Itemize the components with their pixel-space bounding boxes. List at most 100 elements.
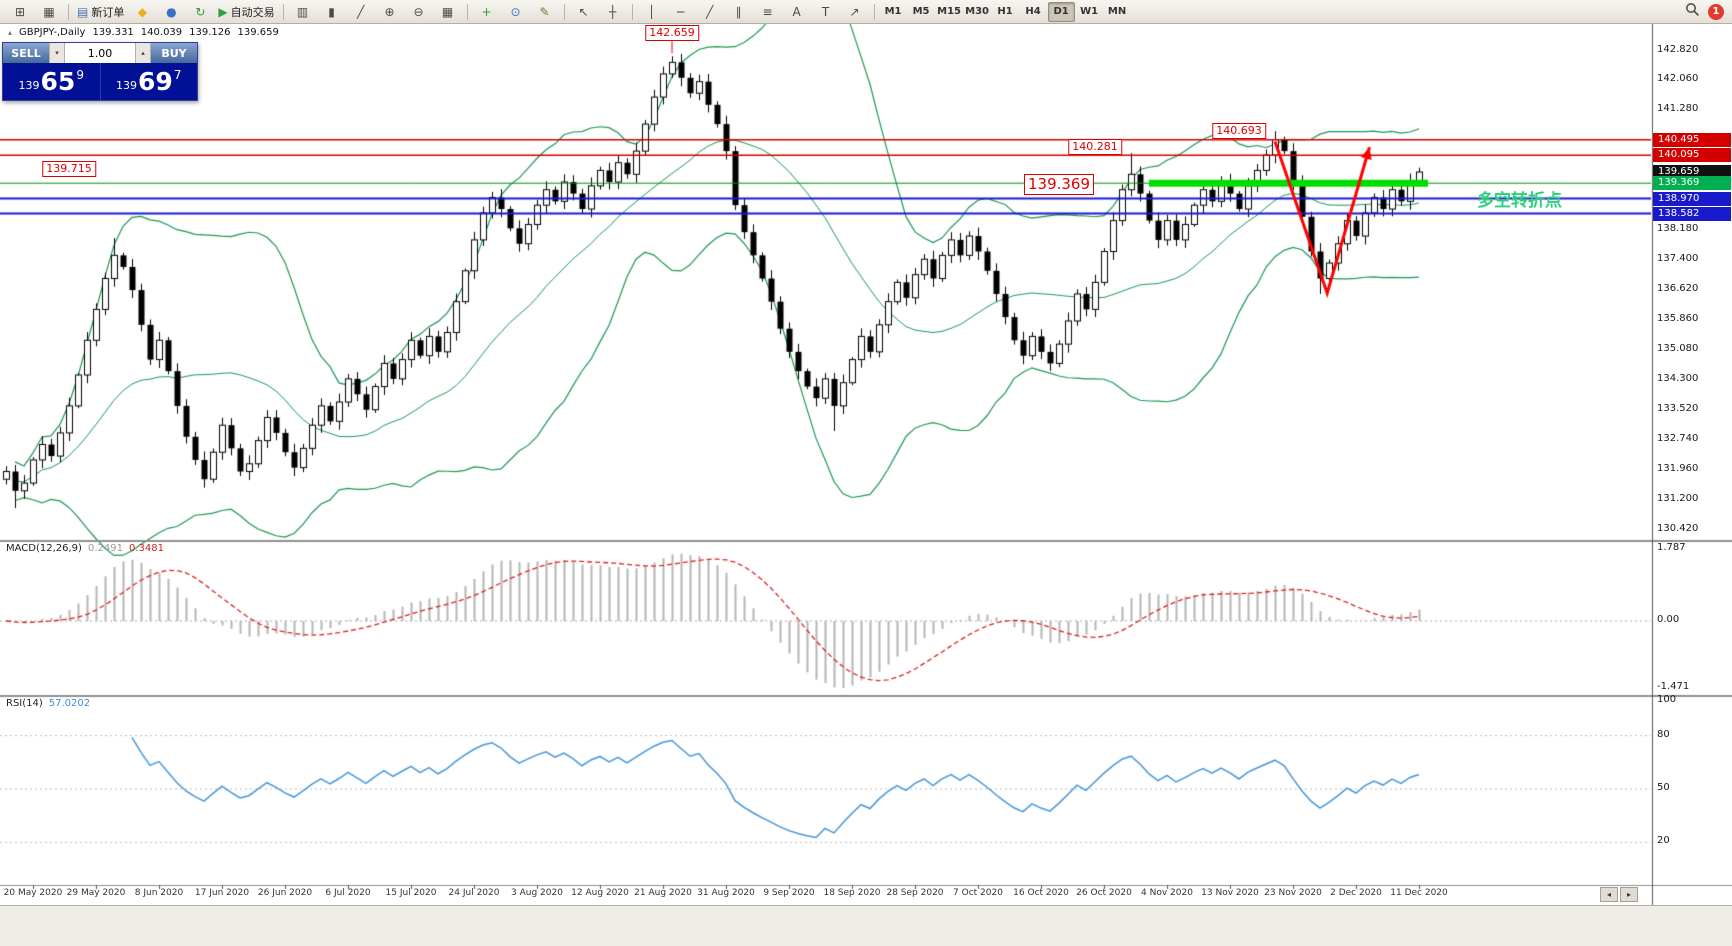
trendline-button[interactable]: ╱: [696, 1, 724, 23]
rsi-axis-100: 100: [1657, 694, 1677, 705]
price-callout[interactable]: 139.715: [42, 160, 96, 177]
sell-price[interactable]: 139 65 9: [3, 63, 101, 100]
indicators-icon: +: [481, 4, 492, 19]
close-value: 139.659: [237, 27, 279, 38]
timeframe-m5-button[interactable]: M5: [912, 6, 930, 17]
trade-panel-prices: 139 65 9 139 69 7: [3, 63, 197, 100]
sell-price-prefix: 139: [18, 78, 40, 92]
bar-chart-button[interactable]: ▥: [289, 1, 317, 23]
scroll-left-button[interactable]: ◂: [1600, 887, 1618, 902]
timeframe-m15-button[interactable]: M15: [937, 6, 962, 17]
cursor-icon: ↖: [578, 4, 589, 19]
zoom-out-icon: ⊖: [413, 4, 424, 19]
time-axis-nav: ◂ ▸: [1600, 887, 1638, 902]
macd-main-value: 0.2491: [87, 543, 123, 554]
macd-indicator-label: MACD(12,26,9) 0.2491 0.3481: [6, 543, 164, 554]
crosshair-button[interactable]: ┼: [599, 1, 627, 23]
text-label-icon: T: [821, 4, 830, 19]
timeframe-h1-button[interactable]: H1: [997, 6, 1013, 17]
cycles-button[interactable]: ⊙: [502, 1, 530, 23]
toolbar-separator: [631, 3, 633, 20]
zoom-in-button[interactable]: ⊕: [376, 1, 404, 23]
search-icon[interactable]: [1685, 2, 1700, 21]
equidistant-channel-button[interactable]: ∥: [725, 1, 753, 23]
toolbar-right-group: 1: [1685, 2, 1726, 21]
buy-price[interactable]: 139 69 7: [101, 63, 198, 100]
text-button[interactable]: A: [783, 1, 811, 23]
timeframe-mn-button[interactable]: MN: [1107, 6, 1127, 17]
low-value: 139.126: [189, 27, 231, 38]
rsi-axis-80: 80: [1657, 729, 1670, 740]
tile-windows-button[interactable]: ▦: [434, 1, 462, 23]
scroll-right-button[interactable]: ▸: [1620, 887, 1638, 902]
trade-panel-header: SELL ▾ ▴ BUY: [3, 43, 197, 63]
volume-increase-button[interactable]: ▴: [135, 43, 151, 63]
timeframe-w1-button[interactable]: W1: [1080, 6, 1099, 17]
tile-windows-icon: ▦: [441, 4, 454, 19]
horizontal-line-icon: ─: [676, 4, 685, 19]
rsi-axis-20: 20: [1657, 835, 1670, 846]
new-order-button[interactable]: ▤ 新订单: [74, 1, 127, 23]
macd-axis-min: -1.471: [1657, 681, 1690, 692]
rsi-indicator-label: RSI(14) 57.0202: [6, 698, 90, 709]
new-chart-icon: ⊞: [14, 4, 26, 19]
rsi-value: 57.0202: [48, 698, 91, 709]
macd-signal-value: 0.3481: [128, 543, 164, 554]
zoom-in-icon: ⊕: [384, 4, 395, 19]
line-chart-icon: ╱: [356, 4, 365, 19]
one-click-trading-panel: SELL ▾ ▴ BUY 139 65 9 139 69 7: [2, 42, 198, 101]
trendline-icon: ╱: [705, 4, 714, 19]
volume-input[interactable]: [65, 43, 135, 63]
timeframe-d1-button[interactable]: D1: [1047, 1, 1075, 22]
cursor-button[interactable]: ↖: [570, 1, 598, 23]
price-callout[interactable]: 142.659: [645, 25, 699, 42]
autotrading-button[interactable]: ▶ 自动交易: [215, 1, 277, 23]
metaeditor-button[interactable]: ◆: [128, 1, 156, 23]
toolbar-separator: [68, 3, 69, 20]
volume-decrease-button[interactable]: ▾: [49, 43, 65, 63]
cycles-icon: ⊙: [510, 4, 521, 19]
sell-button[interactable]: SELL: [3, 43, 49, 63]
timeframe-m30-button[interactable]: M30: [965, 6, 990, 17]
price-direction-icon: ▴: [8, 28, 13, 37]
refresh-icon: ↻: [195, 4, 206, 19]
text-label-button[interactable]: T: [812, 1, 840, 23]
arrows-icon: ↗: [849, 4, 860, 19]
horizontal-line-button[interactable]: ─: [667, 1, 695, 23]
profiles-button[interactable]: ▦: [35, 1, 63, 23]
toolbar-separator: [873, 3, 875, 20]
price-callout[interactable]: 140.281: [1068, 139, 1122, 155]
status-strip: [0, 905, 1732, 946]
zoom-out-button[interactable]: ⊖: [405, 1, 433, 23]
indicators-button[interactable]: +: [473, 1, 501, 23]
profiles-icon: ▦: [43, 4, 55, 19]
metaeditor-icon: ◆: [137, 4, 147, 19]
chart-properties-button[interactable]: ✎: [531, 1, 559, 23]
new-chart-button[interactable]: ⊞: [6, 1, 34, 23]
rsi-axis-50: 50: [1657, 782, 1670, 793]
community-button[interactable]: ●: [157, 1, 185, 23]
high-value: 140.039: [140, 27, 183, 38]
candlestick-chart-button[interactable]: ▮: [318, 1, 346, 23]
vertical-line-icon: │: [647, 4, 656, 19]
candlestick-chart-icon: ▮: [328, 4, 335, 19]
line-chart-button[interactable]: ╱: [347, 1, 375, 23]
timeframe-m1-button[interactable]: M1: [884, 6, 902, 17]
arrows-button[interactable]: ↗: [841, 1, 869, 23]
annotation-note[interactable]: 多空转折点: [1477, 191, 1562, 212]
price-callout[interactable]: 140.693: [1212, 123, 1266, 140]
buy-price-big: 69: [138, 67, 173, 96]
buy-price-prefix: 139: [116, 78, 138, 92]
timeframe-h4-button[interactable]: H4: [1025, 6, 1041, 17]
equidistant-channel-icon: ∥: [735, 4, 742, 19]
fibonacci-button[interactable]: ≡: [754, 1, 782, 23]
notification-badge[interactable]: 1: [1708, 3, 1724, 20]
refresh-button[interactable]: ↻: [186, 1, 214, 23]
vertical-line-button[interactable]: │: [638, 1, 666, 23]
rsi-name: RSI(14): [6, 698, 43, 709]
price-callout[interactable]: 139.369: [1023, 174, 1095, 196]
buy-price-pip: 7: [173, 68, 182, 82]
buy-button[interactable]: BUY: [151, 43, 197, 63]
